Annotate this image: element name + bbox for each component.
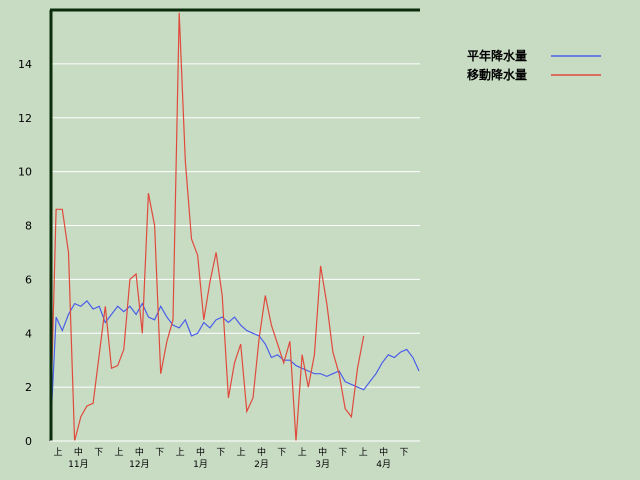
x-tick-label: 上 xyxy=(237,447,246,458)
x-tick-label: 中 xyxy=(379,446,388,458)
x-tick-label: 中 xyxy=(135,446,144,458)
y-tick-label: 12 xyxy=(18,112,32,125)
y-axis-ticks: 0 2 4 6 8 10 12 14 xyxy=(18,58,32,448)
x-month-label: 4月 xyxy=(376,459,391,470)
legend-label: 移動降水量 xyxy=(467,67,527,82)
x-month-label: 12月 xyxy=(129,459,149,470)
x-tick-label: 中 xyxy=(196,446,205,458)
y-tick-label: 14 xyxy=(18,58,32,71)
x-tick-label: 中 xyxy=(318,446,327,458)
x-axis-ticks: 上中下上中下上中下上中下上中下上中下11月 12月 1月 2月 3月 4月 xyxy=(53,446,408,470)
x-tick-label: 下 xyxy=(155,448,164,458)
x-tick-label: 下 xyxy=(338,448,347,458)
x-tick-label: 上 xyxy=(298,447,307,458)
x-month-label: 3月 xyxy=(315,459,330,470)
x-month-label: 2月 xyxy=(254,459,269,470)
x-tick-label: 中 xyxy=(74,446,83,458)
y-tick-label: 6 xyxy=(25,273,32,286)
x-tick-label: 上 xyxy=(176,447,185,458)
x-tick-label: 上 xyxy=(53,447,62,458)
x-tick-label: 上 xyxy=(359,447,368,458)
x-month-label: 11月 xyxy=(68,459,88,470)
x-month-label: 1月 xyxy=(193,459,208,470)
x-tick-label: 下 xyxy=(216,448,225,458)
x-tick-label: 上 xyxy=(115,447,124,458)
x-tick-label: 下 xyxy=(277,448,286,458)
y-tick-label: 8 xyxy=(25,220,32,233)
series-line-0 xyxy=(49,300,420,442)
x-tick-label: 下 xyxy=(94,448,103,458)
y-tick-label: 0 xyxy=(25,435,32,448)
grid-lines xyxy=(51,63,420,388)
y-tick-label: 4 xyxy=(25,327,32,340)
legend-label: 平年降水量 xyxy=(467,48,527,63)
series-line-1 xyxy=(49,12,365,442)
series-group xyxy=(49,12,420,442)
x-tick-label: 中 xyxy=(257,446,266,458)
x-tick-label: 下 xyxy=(399,448,408,458)
y-tick-label: 2 xyxy=(25,381,32,394)
y-tick-label: 10 xyxy=(18,166,32,179)
